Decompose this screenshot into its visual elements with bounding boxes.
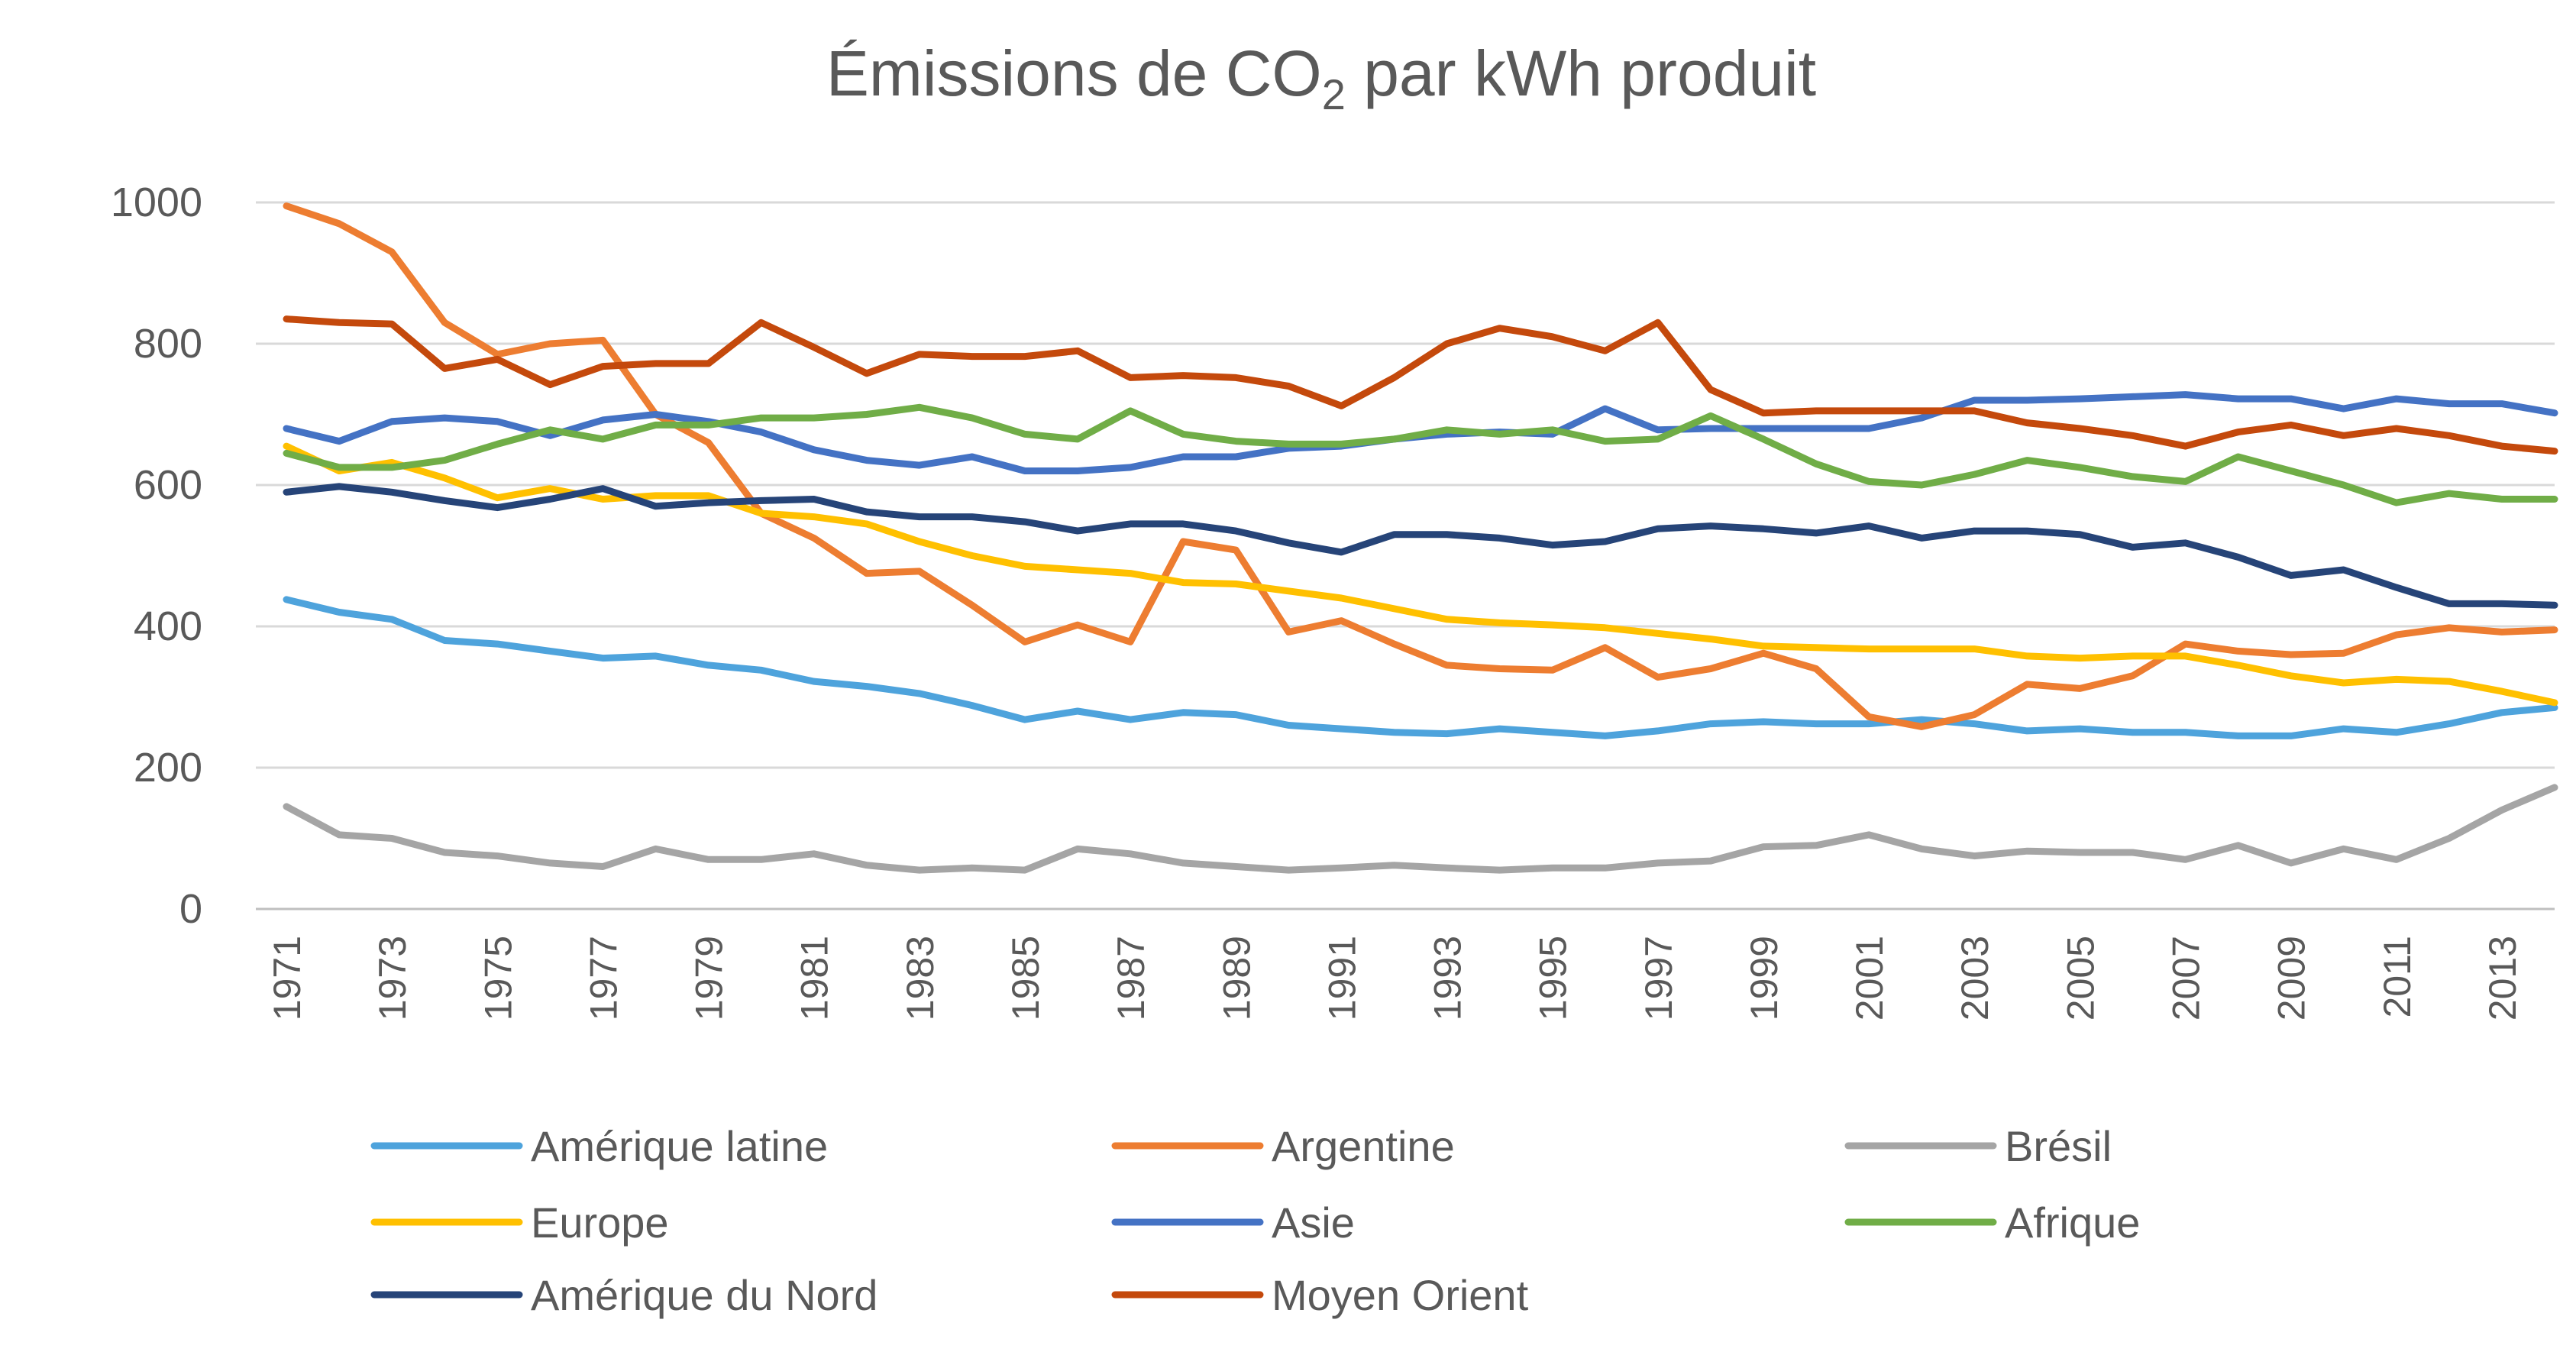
x-tick-label: 2013 — [2481, 936, 2524, 1020]
y-tick-label: 200 — [134, 745, 202, 791]
series-lines — [283, 202, 2558, 874]
x-tick-label: 2009 — [2271, 936, 2313, 1020]
x-tick-label: 1993 — [1427, 936, 1469, 1020]
series-line-argentine — [283, 202, 2558, 730]
series-line-amerique-latine — [283, 596, 2558, 739]
legend-label-asie: Asie — [1272, 1198, 1355, 1247]
x-tick-label: 1981 — [793, 936, 836, 1020]
y-tick-label: 600 — [134, 462, 202, 508]
series-line-bresil — [283, 784, 2558, 874]
x-tick-label: 1995 — [1532, 936, 1575, 1020]
series-line-europe — [283, 442, 2558, 707]
x-tick-label: 1987 — [1110, 936, 1152, 1020]
chart-title-rest: par kWh produit — [1346, 37, 1816, 109]
series-line-amerique-du-nord — [283, 483, 2558, 609]
legend-label-amerique-latine: Amérique latine — [531, 1122, 828, 1170]
y-tick-label: 800 — [134, 321, 202, 367]
x-tick-label: 1983 — [899, 936, 942, 1020]
x-tick-label: 2007 — [2165, 936, 2208, 1020]
x-tick-label: 2011 — [2376, 936, 2419, 1018]
legend-label-argentine: Argentine — [1272, 1122, 1455, 1170]
chart-title-main: Émissions de CO — [826, 37, 1322, 109]
series-line-moyen-orient — [283, 315, 2558, 455]
legend-label-afrique: Afrique — [2005, 1198, 2140, 1247]
y-tick-label: 0 — [179, 886, 202, 932]
chart-title: Émissions de CO2 par kWh produit — [826, 37, 1816, 118]
series-line-afrique — [283, 403, 2558, 506]
x-tick-label: 2001 — [1848, 936, 1891, 1020]
x-tick-label: 1989 — [1215, 936, 1258, 1020]
y-tick-label: 1000 — [111, 180, 202, 225]
legend: Amérique latine Argentine Brésil Europe Asie… — [370, 1122, 2140, 1319]
x-axis-ticks: 1971 1973 1975 1977 1979 1981 1983 1985 1987 1989… — [266, 936, 2524, 1020]
chart-title-subscript: 2 — [1322, 70, 1346, 118]
gridlines — [256, 201, 2555, 910]
x-tick-label: 1973 — [371, 936, 414, 1020]
x-tick-label: 1977 — [582, 936, 625, 1020]
x-tick-label: 1985 — [1004, 936, 1047, 1020]
x-tick-label: 2003 — [1954, 936, 1996, 1020]
x-tick-label: 1971 — [266, 936, 309, 1020]
y-tick-label: 400 — [134, 603, 202, 649]
x-tick-label: 1999 — [1743, 936, 1786, 1020]
x-tick-label: 2005 — [2059, 936, 2102, 1020]
y-axis-ticks: 0 200 400 600 800 1000 — [111, 180, 202, 932]
legend-label-amerique-du-nord: Amérique du Nord — [531, 1271, 878, 1319]
x-tick-label: 1991 — [1320, 936, 1363, 1020]
x-tick-label: 1975 — [477, 936, 519, 1020]
legend-label-moyen-orient: Moyen Orient — [1272, 1271, 1529, 1319]
legend-label-europe: Europe — [531, 1198, 669, 1247]
x-tick-label: 1979 — [688, 936, 731, 1020]
x-tick-label: 1997 — [1637, 936, 1680, 1020]
legend-label-bresil: Brésil — [2005, 1122, 2112, 1170]
